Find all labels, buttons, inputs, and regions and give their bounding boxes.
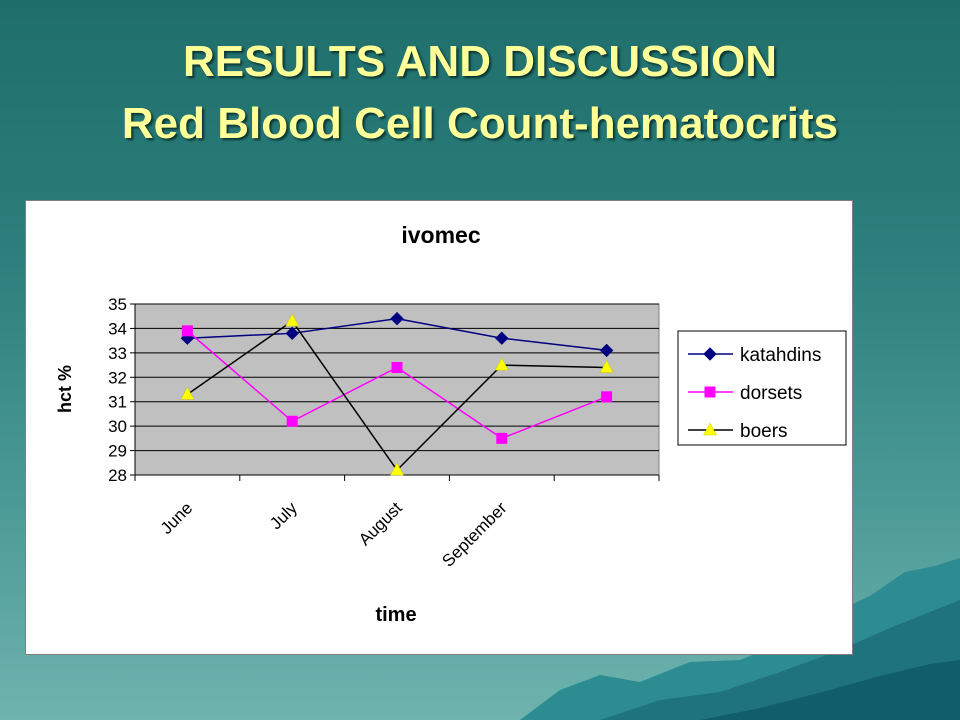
y-axis-title: hct % — [55, 365, 75, 413]
y-tick-label: 30 — [108, 417, 127, 436]
data-point-boers — [599, 359, 614, 373]
data-point-dorsets — [391, 362, 403, 374]
data-point-dorsets — [601, 391, 613, 403]
data-point-boers — [494, 357, 509, 371]
y-tick-label: 33 — [108, 344, 127, 363]
data-point-boers — [285, 313, 300, 327]
data-point-katahdins — [495, 331, 509, 345]
data-point-katahdins — [285, 326, 299, 341]
chart-container: 28 29 30 31 32 33 34 35 June July August September i… — [25, 200, 853, 655]
x-tick-label: August — [355, 498, 406, 549]
legend-marker-boers — [703, 422, 717, 436]
x-tick-label: June — [157, 498, 197, 538]
data-point-katahdins — [599, 343, 614, 358]
slide-title: RESULTS AND DISCUSSION — [182, 37, 778, 86]
y-tick-label: 35 — [108, 295, 127, 314]
legend-marker-dorsets — [704, 386, 716, 398]
y-tick-label: 29 — [108, 442, 127, 461]
x-tick-label: July — [266, 498, 301, 533]
legend-label-dorsets: dorsets — [740, 383, 802, 404]
data-point-katahdins — [390, 311, 404, 326]
legend-marker-katahdins — [703, 347, 717, 361]
legend-label-katahdins: katahdins — [740, 345, 821, 366]
y-tick-label: 28 — [108, 466, 127, 485]
line-chart: 28 29 30 31 32 33 34 35 June July August September i… — [55, 222, 847, 626]
data-point-dorsets — [286, 415, 298, 427]
y-tick-label: 34 — [108, 319, 127, 338]
data-point-dorsets — [181, 325, 193, 337]
data-point-boers — [180, 386, 195, 400]
legend-label-boers: boers — [740, 421, 788, 442]
x-axis-title: time — [375, 604, 416, 626]
y-tick-label: 31 — [108, 393, 127, 412]
plot-area — [134, 303, 660, 476]
chart-title: ivomec — [401, 222, 480, 248]
x-tick-label: September — [438, 498, 510, 570]
slide-subtitle: Red Blood Cell Count-hematocrits — [121, 99, 839, 148]
data-point-dorsets — [496, 432, 508, 444]
data-point-boers — [390, 462, 404, 476]
y-tick-label: 32 — [108, 368, 127, 387]
